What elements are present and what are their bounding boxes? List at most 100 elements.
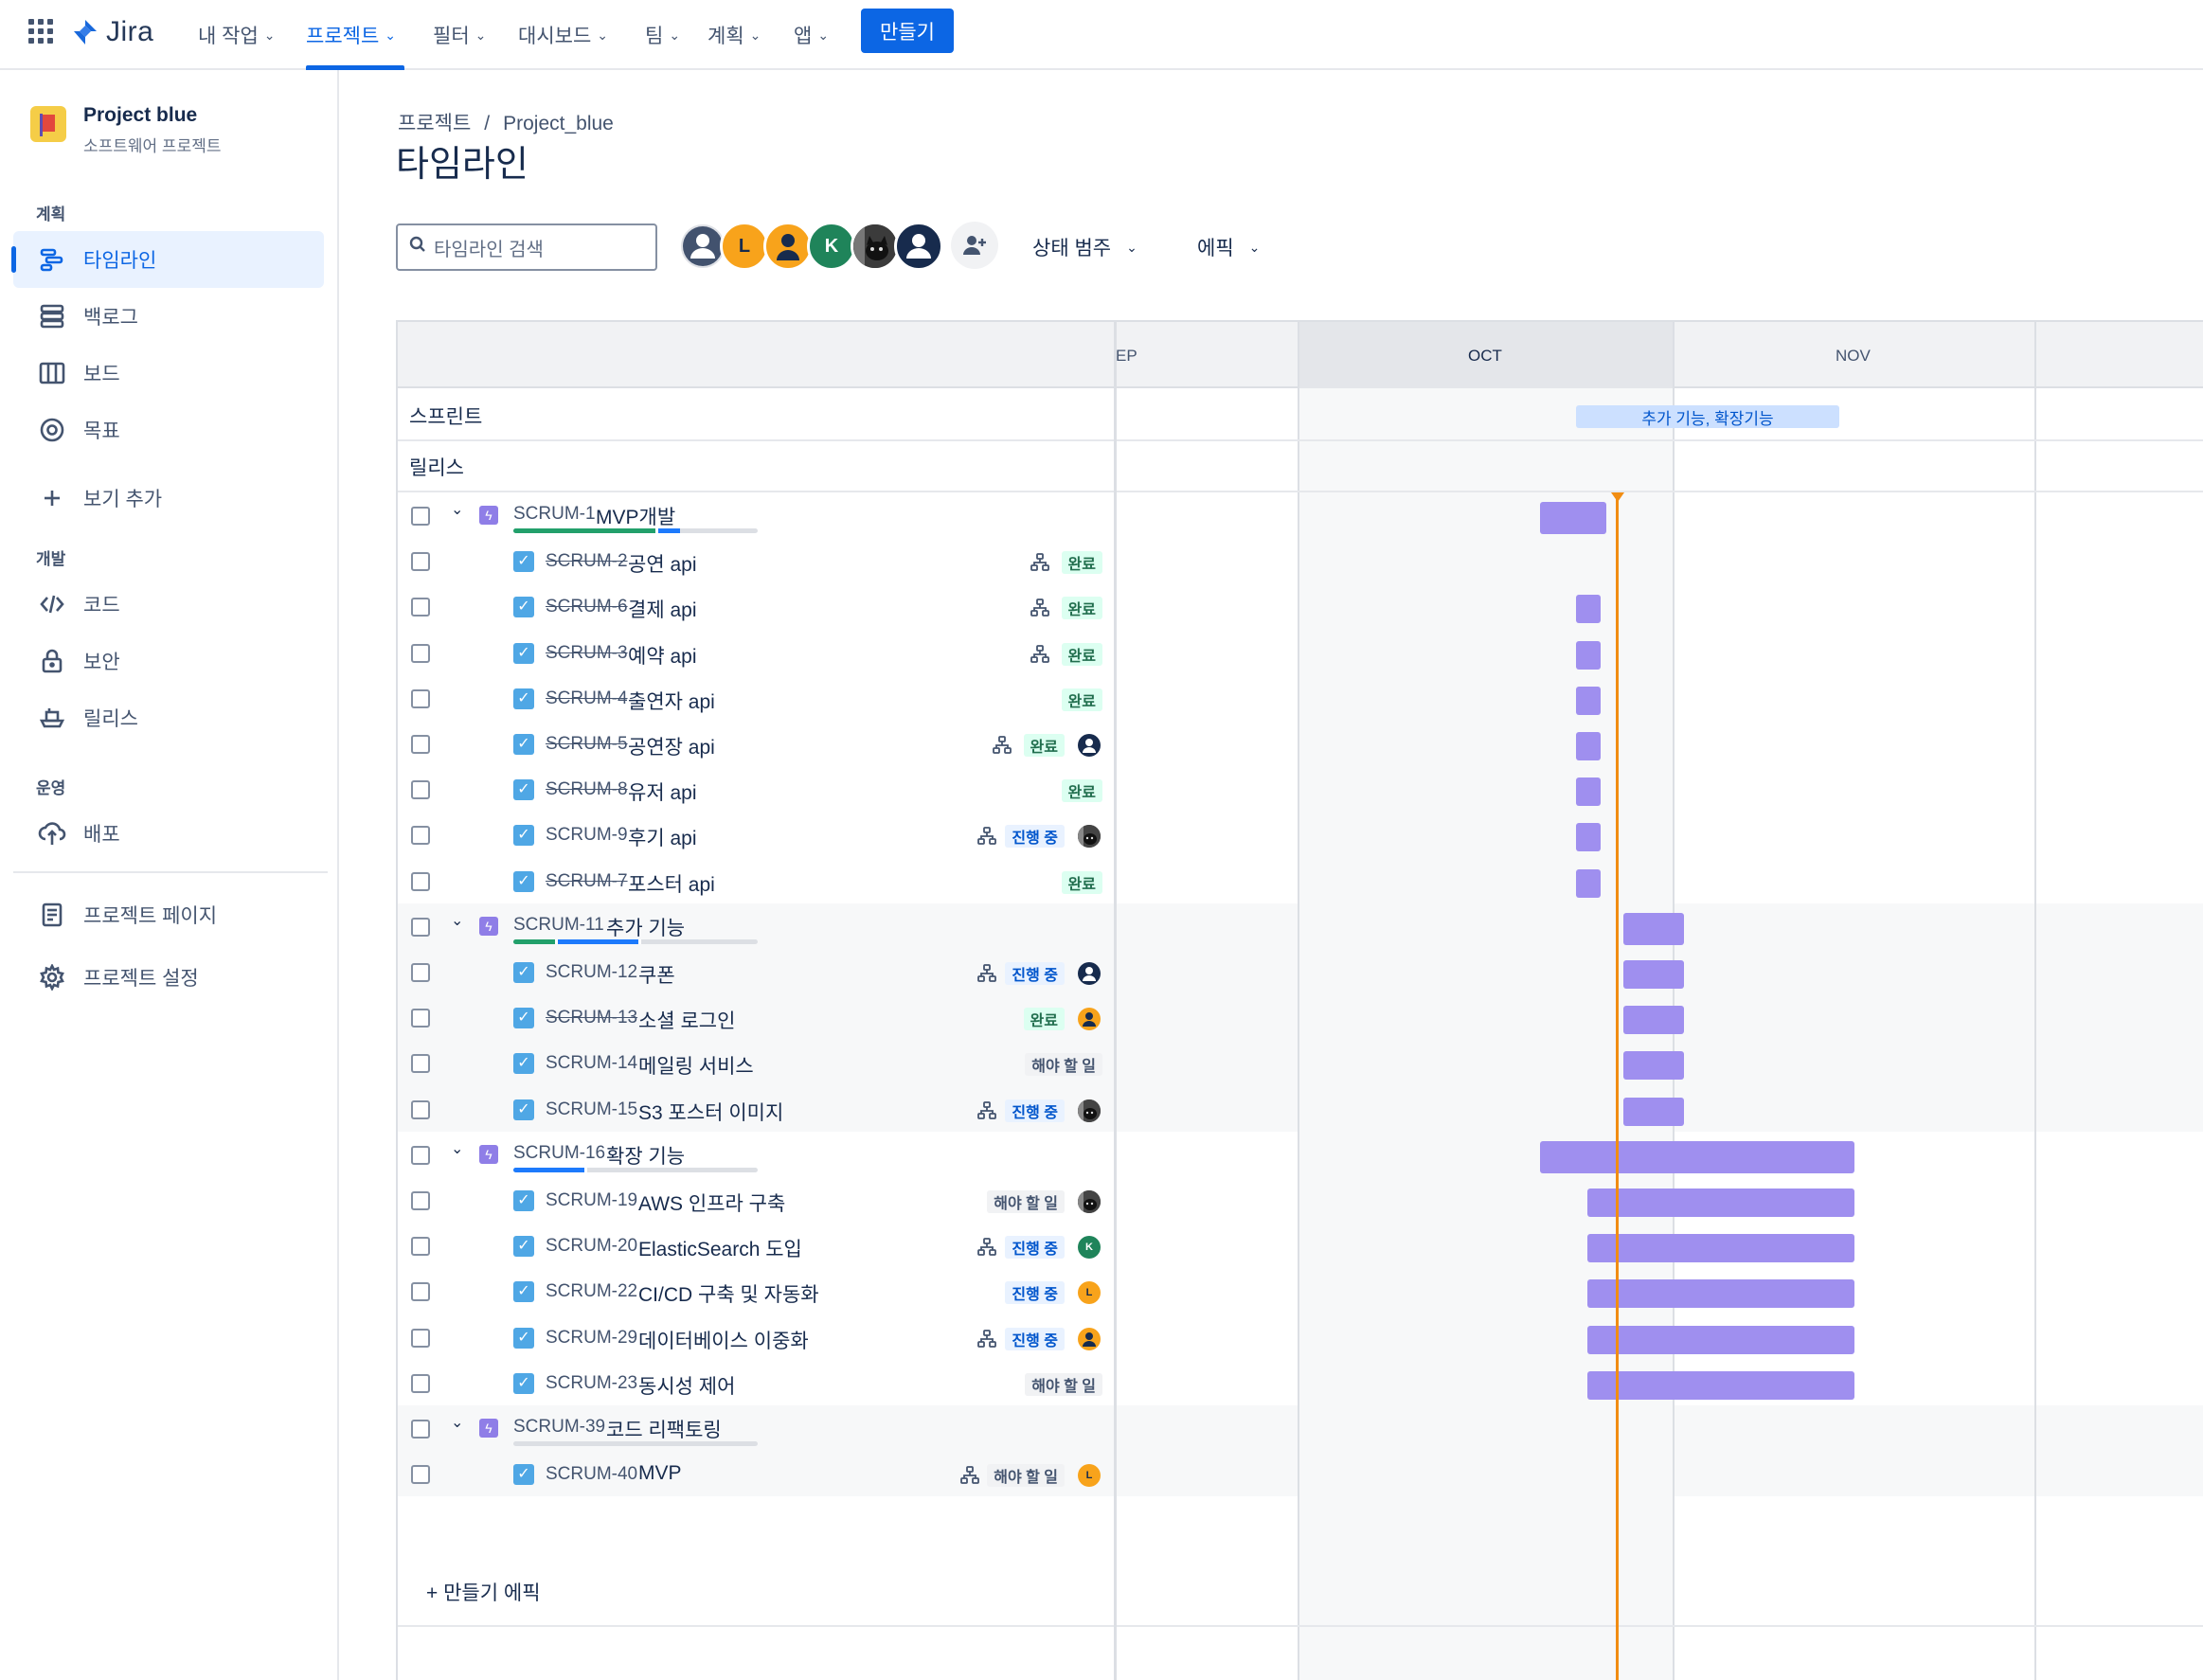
- issue-key[interactable]: SCRUM-12: [546, 962, 638, 982]
- nav-projects[interactable]: 프로젝트 ⌄: [306, 0, 404, 70]
- sidebar-item-backlog[interactable]: 백로그: [13, 288, 324, 345]
- row-checkbox[interactable]: [411, 735, 430, 754]
- issue-key[interactable]: SCRUM-6: [546, 597, 628, 617]
- issue-summary[interactable]: 유저 api: [628, 782, 697, 805]
- issue-key[interactable]: SCRUM-23: [546, 1372, 638, 1393]
- row-checkbox[interactable]: [411, 1373, 430, 1393]
- sidebar-item-goals[interactable]: 목표: [13, 402, 324, 458]
- epic-summary[interactable]: MVP개발: [596, 507, 676, 528]
- chevron-down-icon[interactable]: ⌄: [451, 502, 464, 518]
- issue-key[interactable]: SCRUM-40: [546, 1464, 638, 1485]
- sidebar-item-project-settings[interactable]: 프로젝트 설정: [13, 949, 324, 1006]
- status-lozenge[interactable]: 진행 중: [1005, 1236, 1065, 1260]
- assignee-avatar[interactable]: [1078, 962, 1101, 985]
- app-switcher-icon[interactable]: [28, 19, 53, 44]
- status-lozenge[interactable]: 진행 중: [1005, 1327, 1065, 1350]
- issue-summary[interactable]: 데이터베이스 이중화: [638, 1330, 809, 1352]
- child-issues-icon[interactable]: [1030, 599, 1049, 617]
- row-checkbox[interactable]: [411, 598, 430, 617]
- issue-summary[interactable]: 공연 api: [628, 554, 697, 577]
- issue-bar[interactable]: [1576, 686, 1601, 715]
- status-lozenge[interactable]: 완료: [1023, 734, 1065, 757]
- chevron-down-icon[interactable]: ⌄: [451, 1140, 464, 1157]
- issue-summary[interactable]: 포스터 api: [628, 873, 715, 896]
- assignee-avatar[interactable]: [1078, 1190, 1101, 1213]
- status-lozenge[interactable]: 완료: [1061, 642, 1102, 666]
- epic-bar[interactable]: [1623, 912, 1684, 945]
- row-checkbox[interactable]: [411, 1191, 430, 1210]
- sidebar-item-security[interactable]: 보안: [13, 633, 324, 689]
- avatar-dark-person[interactable]: [894, 222, 943, 271]
- assignee-avatar[interactable]: K: [1078, 1236, 1101, 1260]
- issue-key[interactable]: SCRUM-2: [546, 551, 628, 572]
- row-checkbox[interactable]: [411, 1099, 430, 1119]
- add-people-button[interactable]: [951, 222, 998, 269]
- row-checkbox[interactable]: [411, 871, 430, 891]
- epic-bar[interactable]: [1540, 502, 1606, 534]
- child-issues-icon[interactable]: [977, 1329, 996, 1349]
- list-divider[interactable]: [1114, 322, 1117, 1680]
- issue-key[interactable]: SCRUM-22: [546, 1281, 638, 1302]
- child-issues-icon[interactable]: [993, 736, 1012, 755]
- issue-summary[interactable]: 쿠폰: [638, 965, 675, 987]
- issue-key[interactable]: SCRUM-13: [546, 1008, 638, 1028]
- avatar-default[interactable]: [678, 222, 727, 271]
- row-checkbox[interactable]: [411, 917, 430, 937]
- sidebar-item-releases[interactable]: 릴리스: [13, 689, 324, 746]
- issue-key[interactable]: SCRUM-14: [546, 1053, 638, 1074]
- row-checkbox[interactable]: [411, 826, 430, 846]
- row-checkbox[interactable]: [411, 643, 430, 663]
- status-lozenge[interactable]: 진행 중: [1005, 1099, 1065, 1122]
- issue-bar[interactable]: [1576, 640, 1601, 670]
- epic-summary[interactable]: 추가 기능: [606, 917, 686, 939]
- issue-bar[interactable]: [1623, 1051, 1684, 1081]
- status-lozenge[interactable]: 완료: [1023, 1008, 1065, 1031]
- status-lozenge[interactable]: 진행 중: [1005, 825, 1065, 849]
- issue-bar[interactable]: [1576, 777, 1601, 807]
- issue-summary[interactable]: S3 포스터 이미지: [638, 1101, 784, 1124]
- issue-summary[interactable]: ElasticSearch 도입: [638, 1239, 802, 1261]
- epic-summary[interactable]: 코드 리팩토링: [606, 1420, 722, 1441]
- issue-summary[interactable]: CI/CD 구축 및 자동화: [638, 1284, 819, 1307]
- status-lozenge[interactable]: 해야 할 일: [1025, 1372, 1102, 1396]
- avatar-photo[interactable]: [851, 222, 900, 271]
- issue-bar[interactable]: [1623, 1097, 1684, 1126]
- child-issues-icon[interactable]: [977, 1238, 996, 1257]
- status-lozenge[interactable]: 진행 중: [1005, 962, 1065, 985]
- avatar-l[interactable]: L: [720, 222, 769, 271]
- issue-bar[interactable]: [1587, 1325, 1854, 1354]
- create-epic-button[interactable]: + 만들기 에픽: [426, 1582, 541, 1604]
- status-lozenge[interactable]: 해야 할 일: [987, 1190, 1065, 1213]
- epic-summary[interactable]: 확장 기능: [606, 1145, 686, 1168]
- nav-my-work[interactable]: 내 작업 ⌄: [198, 0, 276, 70]
- sidebar-item-add-view[interactable]: 보기 추가: [13, 470, 324, 527]
- row-checkbox[interactable]: [411, 1009, 430, 1028]
- nav-dashboards[interactable]: 대시보드 ⌄: [518, 0, 608, 70]
- issue-bar[interactable]: [1623, 1006, 1684, 1035]
- assignee-avatar[interactable]: L: [1078, 1464, 1101, 1488]
- project-name[interactable]: Project blue: [83, 104, 198, 126]
- child-issues-icon[interactable]: [977, 827, 996, 846]
- status-lozenge[interactable]: 완료: [1061, 688, 1102, 711]
- issue-key[interactable]: SCRUM-8: [546, 779, 628, 800]
- child-issues-icon[interactable]: [977, 964, 996, 983]
- issue-key[interactable]: SCRUM-4: [546, 688, 628, 708]
- row-checkbox[interactable]: [411, 552, 430, 572]
- row-checkbox[interactable]: [411, 688, 430, 708]
- epic-bar[interactable]: [1540, 1140, 1854, 1173]
- issue-summary[interactable]: 메일링 서비스: [638, 1056, 754, 1079]
- nav-plans[interactable]: 계획 ⌄: [707, 0, 761, 70]
- issue-key[interactable]: SCRUM-5: [546, 734, 628, 754]
- epic-key[interactable]: SCRUM-39: [513, 1417, 606, 1437]
- status-lozenge[interactable]: 완료: [1061, 551, 1102, 575]
- row-checkbox[interactable]: [411, 1282, 430, 1302]
- issue-summary[interactable]: MVP: [638, 1462, 682, 1485]
- issue-summary[interactable]: 후기 api: [628, 828, 697, 850]
- status-lozenge[interactable]: 완료: [1061, 597, 1102, 620]
- row-checkbox[interactable]: [411, 507, 430, 526]
- issue-summary[interactable]: 동시성 제어: [638, 1375, 736, 1398]
- issue-key[interactable]: SCRUM-19: [546, 1190, 638, 1210]
- assignee-avatar[interactable]: [1078, 1008, 1101, 1031]
- breadcrumb-project[interactable]: Project_blue: [503, 113, 614, 134]
- row-checkbox[interactable]: [411, 1465, 430, 1485]
